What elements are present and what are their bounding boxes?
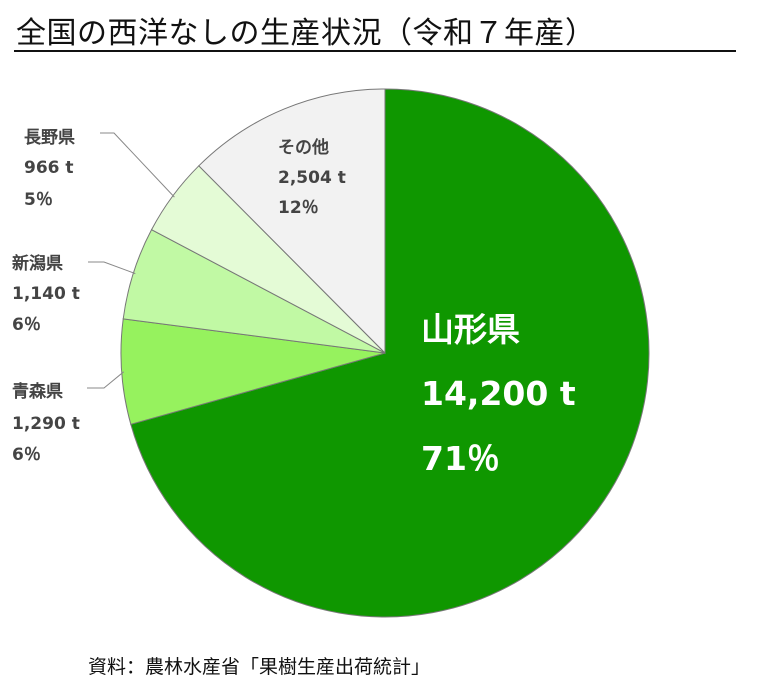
slice-label-other-name: その他 <box>278 137 329 158</box>
slice-label-aomori-percent: 6％ <box>12 445 41 465</box>
slice-label-aomori-value: 1,290 t <box>12 414 80 434</box>
slice-label-aomori-name: 青森県 <box>12 381 63 402</box>
slice-label-nagano-percent: 5％ <box>24 190 53 210</box>
slice-label-niigata-value: 1,140 t <box>12 284 80 304</box>
slice-label-niigata-name: 新潟県 <box>12 253 63 274</box>
slice-label-nagano-name: 長野県 <box>24 128 75 148</box>
leader-line-nagano <box>100 132 175 198</box>
leader-line-niigata <box>88 261 136 275</box>
slice-label-yamagata-value: 14,200 t <box>421 374 576 413</box>
pie-slice-other <box>198 88 386 355</box>
title-underline <box>14 50 736 52</box>
chart-title: 全国の西洋なしの生産状況（令和７年産） <box>16 16 596 51</box>
slice-label-nagano-value: 966 t <box>24 158 74 178</box>
leader-line-aomori <box>87 371 124 389</box>
pie-slice-yamagata <box>130 88 650 618</box>
source-note: 資料：農林水産省「果樹生産出荷統計」 <box>88 656 431 678</box>
slice-label-other-percent: 12％ <box>278 198 319 218</box>
slice-label-yamagata-name: 山形県 <box>421 310 520 349</box>
slice-label-niigata-percent: 6％ <box>12 315 41 335</box>
slice-label-other-value: 2,504 t <box>278 168 346 188</box>
slice-label-yamagata-percent: 71％ <box>421 439 500 478</box>
